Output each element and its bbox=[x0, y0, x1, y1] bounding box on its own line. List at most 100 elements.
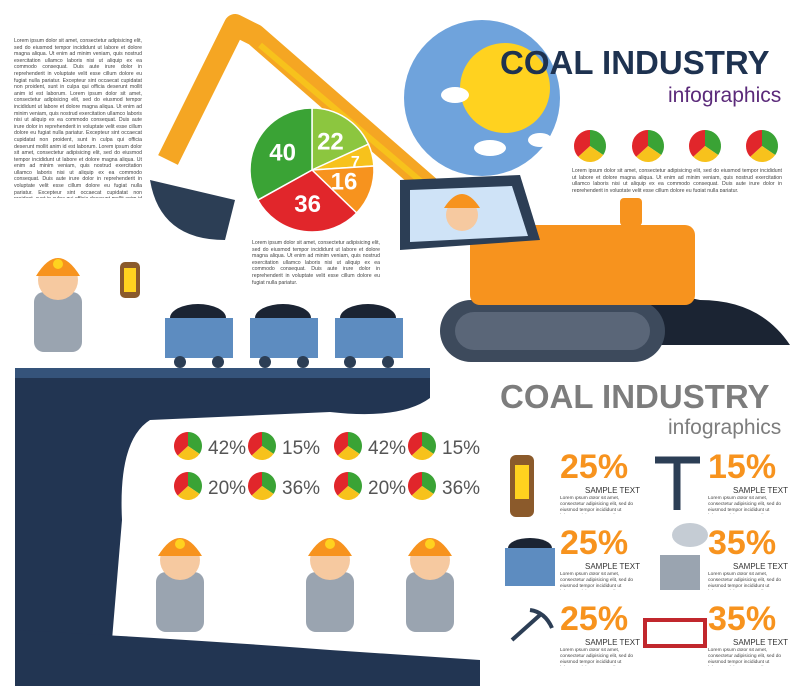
ground bbox=[15, 368, 430, 686]
pie-percent: 36% bbox=[282, 478, 320, 499]
top-right-text: Lorem ipsum dolor sit amet, consectetur … bbox=[572, 168, 782, 192]
smoke bbox=[672, 523, 708, 547]
title-2: COAL INDUSTRY bbox=[500, 378, 770, 415]
wheel bbox=[259, 356, 271, 368]
lantern-glow bbox=[124, 268, 136, 292]
mini-pie bbox=[188, 472, 203, 494]
title: COAL INDUSTRY bbox=[500, 44, 770, 81]
mini-pie bbox=[705, 130, 721, 156]
wheel bbox=[174, 356, 186, 368]
wheel bbox=[212, 356, 224, 368]
stat-text: Lorem ipsum dolor sit amet, consectetur … bbox=[708, 572, 782, 589]
subtitle: infographics bbox=[668, 84, 782, 107]
stat-value: 25% bbox=[560, 600, 629, 638]
pie-slice bbox=[249, 107, 313, 202]
miner-body bbox=[406, 572, 454, 632]
pie-slice bbox=[311, 107, 370, 172]
wheel bbox=[344, 356, 356, 368]
mini-pie bbox=[174, 432, 188, 456]
mini-pie bbox=[422, 472, 437, 494]
miners bbox=[34, 258, 454, 632]
stat-value: 35% bbox=[708, 600, 777, 638]
cloud bbox=[441, 87, 469, 103]
mini-pie bbox=[693, 146, 719, 162]
pie-caption: Lorem ipsum dolor sit amet, consectetur … bbox=[252, 240, 380, 286]
plant-icon bbox=[660, 555, 700, 590]
cart bbox=[250, 318, 318, 358]
miner-body bbox=[306, 572, 354, 632]
pie-percent: 20% bbox=[208, 478, 246, 499]
stat-label: SAMPLE TEXT bbox=[733, 562, 788, 571]
miner-body bbox=[34, 292, 82, 352]
intro-text: Lorem ipsum dolor sit amet, consectetur … bbox=[14, 38, 142, 198]
barrier-icon bbox=[643, 618, 707, 648]
mini-pie bbox=[422, 432, 437, 454]
cart bbox=[335, 318, 403, 358]
stat-label: SAMPLE TEXT bbox=[585, 638, 640, 647]
cloud bbox=[474, 140, 506, 156]
mini-pie bbox=[578, 146, 604, 162]
mini-pie bbox=[247, 472, 262, 496]
stat-text: Lorem ipsum dolor sit amet, consectetur … bbox=[560, 648, 634, 665]
mini-pie bbox=[408, 432, 422, 456]
helmet-lamp bbox=[53, 259, 63, 269]
mini-pie bbox=[590, 130, 606, 156]
helmet-lamp bbox=[325, 539, 335, 549]
stat-value: 25% bbox=[560, 448, 629, 486]
mini-pie bbox=[188, 432, 203, 454]
mini-pie bbox=[411, 486, 434, 500]
pie-label: 36 bbox=[294, 191, 321, 218]
stat-value: 25% bbox=[560, 524, 629, 562]
pie-percent: 15% bbox=[282, 438, 320, 459]
wheel bbox=[382, 356, 394, 368]
pie-percent: 42% bbox=[208, 438, 246, 459]
mini-pie bbox=[247, 432, 262, 456]
ground-edge bbox=[15, 368, 430, 378]
driver-helmet bbox=[444, 194, 480, 208]
stat-value: 15% bbox=[708, 448, 777, 486]
pie-slice bbox=[256, 169, 358, 233]
cloud bbox=[528, 133, 552, 147]
mini-pie bbox=[177, 486, 200, 500]
stat-label: SAMPLE TEXT bbox=[585, 486, 640, 495]
pie-label: 22 bbox=[317, 128, 344, 155]
stat-label: SAMPLE TEXT bbox=[585, 562, 640, 571]
mini-pie bbox=[337, 446, 360, 460]
mini-pie bbox=[689, 130, 705, 157]
stat-label: SAMPLE TEXT bbox=[733, 638, 788, 647]
mini-pie bbox=[333, 472, 348, 496]
mini-pie bbox=[348, 432, 362, 454]
pie-percent: 42% bbox=[368, 438, 406, 459]
excavator-body bbox=[470, 225, 695, 305]
mini-pie bbox=[632, 130, 648, 157]
mini-pie bbox=[251, 486, 274, 500]
mini-pie bbox=[750, 146, 776, 162]
mini-pie bbox=[762, 130, 778, 156]
mini-pie bbox=[262, 432, 276, 454]
pickaxe-icon bbox=[510, 608, 554, 642]
ground-floor bbox=[15, 630, 480, 686]
pie-label: 7 bbox=[351, 154, 360, 171]
stat-text: Lorem ipsum dolor sit amet, consectetur … bbox=[708, 648, 782, 665]
jackhammer-icon bbox=[655, 456, 700, 510]
stat-label: SAMPLE TEXT bbox=[733, 486, 788, 495]
mini-pie bbox=[746, 130, 762, 157]
subtitle-2: infographics bbox=[668, 416, 782, 439]
helmet-lamp bbox=[425, 539, 435, 549]
carts bbox=[165, 304, 403, 368]
mini-pie bbox=[574, 130, 590, 157]
sun bbox=[460, 43, 550, 133]
mini-pie bbox=[333, 432, 348, 456]
helmet-lamp bbox=[175, 539, 185, 549]
cart-icon bbox=[505, 548, 555, 586]
pie-percent: 36% bbox=[442, 478, 480, 499]
mini-pie bbox=[262, 472, 276, 494]
pie-label: 40 bbox=[269, 140, 296, 167]
pie-percent: 20% bbox=[368, 478, 406, 499]
mini-pie bbox=[408, 472, 422, 496]
exhaust bbox=[620, 198, 642, 226]
mini-pie bbox=[636, 146, 662, 162]
mini-pie bbox=[348, 472, 362, 494]
